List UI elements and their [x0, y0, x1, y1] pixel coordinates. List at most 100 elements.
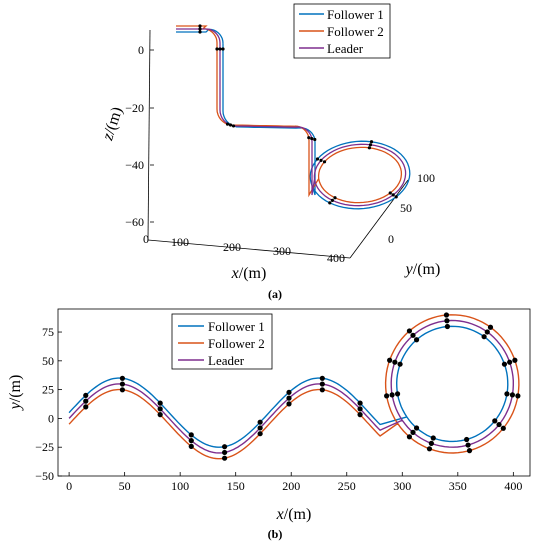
- data-point: [357, 400, 363, 406]
- data-point: [257, 419, 263, 425]
- data-point: [188, 443, 194, 449]
- panel-a-y-axis-label: y/(m): [404, 261, 441, 278]
- x-tick-label: 0: [143, 232, 149, 246]
- data-point: [119, 387, 126, 393]
- panel-a-caption: (a): [268, 287, 282, 301]
- data-point: [357, 412, 363, 418]
- z-tick-label: 0: [138, 43, 144, 57]
- y-tick-label: 50: [42, 354, 54, 368]
- panel-b-caption: (b): [268, 527, 283, 541]
- x-tick-label: 50: [119, 479, 131, 493]
- data-point: [157, 406, 163, 412]
- data-point: [426, 446, 433, 452]
- data-point: [157, 400, 163, 406]
- data-point: [319, 158, 323, 162]
- data-point: [286, 389, 292, 395]
- data-point: [315, 157, 320, 161]
- z-tick-label: −60: [125, 215, 144, 229]
- data-point: [384, 393, 390, 399]
- data-point: [394, 391, 401, 397]
- y-tick-label: −50: [35, 469, 54, 483]
- z-tick-label: −40: [125, 158, 144, 172]
- data-point: [367, 146, 371, 150]
- legend-entry: Follower 1: [208, 319, 265, 334]
- data-point: [515, 393, 521, 399]
- data-point: [392, 359, 398, 365]
- data-point: [221, 455, 228, 461]
- data-point: [83, 398, 89, 404]
- data-point: [225, 122, 230, 126]
- data-point: [487, 324, 494, 330]
- series-line: [176, 25, 403, 204]
- data-point: [484, 329, 490, 335]
- data-point: [507, 359, 513, 365]
- panel-b: 0 50 100 150 200 250 300 350 400 −50 −25 0 25 50 75 y/…: [7, 308, 531, 541]
- data-point: [387, 357, 393, 363]
- data-point: [369, 140, 374, 144]
- data-point: [188, 438, 194, 444]
- data-point: [313, 137, 317, 142]
- data-point: [286, 401, 292, 407]
- data-point: [496, 421, 502, 428]
- data-point: [257, 431, 263, 437]
- data-point: [501, 361, 508, 367]
- series-line: [68, 319, 514, 454]
- data-point: [218, 47, 222, 51]
- series-line: [68, 314, 520, 460]
- data-point: [397, 361, 403, 367]
- x-tick-label: 100: [171, 479, 189, 493]
- x-axis-line: [147, 239, 351, 259]
- y-axis-line: [349, 179, 409, 259]
- panel-a-axes: [147, 29, 409, 259]
- data-point: [221, 449, 228, 456]
- z-axis-line: [147, 29, 151, 241]
- data-point: [319, 375, 325, 381]
- legend-entry: Leader: [208, 353, 245, 368]
- data-point: [388, 191, 392, 195]
- data-point: [444, 318, 450, 324]
- data-point: [307, 136, 311, 140]
- data-point: [394, 195, 398, 199]
- data-point: [512, 357, 518, 363]
- data-point: [322, 160, 327, 164]
- data-point: [198, 30, 202, 34]
- y-tick-label: 0: [388, 232, 394, 246]
- x-tick-label: 200: [223, 240, 241, 254]
- data-point: [228, 123, 233, 127]
- panel-b-markers: [83, 312, 521, 461]
- panel-a-z-axis-label: z/(m): [99, 105, 126, 143]
- z-tick-label: −20: [125, 101, 144, 115]
- y-tick-label: −25: [35, 440, 54, 454]
- data-point: [83, 404, 89, 410]
- data-point: [368, 143, 373, 147]
- data-point: [410, 429, 416, 435]
- data-point: [319, 387, 325, 393]
- x-tick-label: 400: [504, 479, 522, 493]
- data-point: [389, 392, 395, 398]
- panel-b-legend: Follower 1 Follower 2 Leader: [171, 313, 273, 370]
- panel-b-series: [68, 314, 520, 460]
- x-tick-label: 150: [227, 479, 245, 493]
- y-tick-label: 0: [48, 411, 54, 425]
- data-point: [330, 198, 334, 202]
- data-point: [500, 425, 506, 431]
- x-tick-label: 350: [449, 479, 467, 493]
- data-point: [257, 425, 263, 431]
- data-point: [481, 334, 487, 340]
- data-point: [413, 337, 420, 343]
- data-point: [83, 392, 89, 398]
- panel-a: 0 −20 −40 −60 0 100 200 300 400 0 50 100 z/(m) x/(m…: [99, 3, 441, 301]
- data-point: [333, 196, 337, 200]
- data-point: [231, 124, 236, 128]
- data-point: [443, 312, 450, 318]
- data-point: [430, 435, 436, 441]
- x-tick-label: 200: [282, 479, 300, 493]
- data-point: [328, 201, 332, 205]
- series-line: [176, 28, 411, 210]
- data-point: [465, 442, 471, 448]
- legend-entry: Leader: [327, 41, 364, 56]
- data-point: [406, 434, 413, 440]
- panel-a-ticks: 0 −20 −40 −60 0 100 200 300 400 0 50 100: [125, 43, 435, 265]
- x-tick-label: 400: [327, 251, 345, 265]
